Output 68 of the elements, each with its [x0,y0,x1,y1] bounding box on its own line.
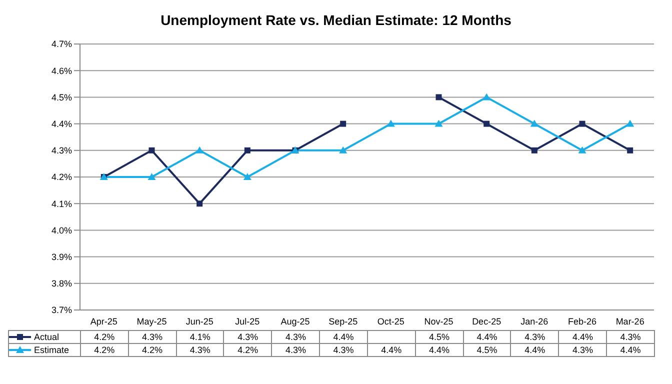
data-label: 4.4% [510,344,559,356]
data-label: 4.1% [176,330,224,344]
point [436,94,442,100]
point [243,173,252,180]
data-label: 4.3% [606,330,654,344]
data-label: 4.4% [367,344,416,356]
y-tick-label: 3.8% [51,278,72,289]
legend-label: Actual [33,332,60,342]
point [627,147,634,154]
data-label: 4.3% [510,330,559,344]
point [530,120,538,127]
point [148,147,155,154]
point [484,120,490,127]
point [386,120,395,127]
y-tick-label: 4.1% [51,198,72,209]
point [148,173,156,180]
x-tick-label: Aug-25 [280,316,310,326]
point [340,120,346,127]
x-tick-label: May-25 [136,316,167,326]
chart-title: Unemployment Rate vs. Median Estimate: 12 Months [160,11,512,30]
x-tick-label: Jul-25 [235,316,260,326]
y-tick-label: 3.9% [51,252,72,262]
y-tick-label: 4.5% [51,92,72,102]
x-tick-label: Jan-26 [520,316,548,326]
data-label: 4.2% [80,344,128,356]
x-tick-label: Dec-25 [472,316,502,326]
data-label: 4.4% [606,344,654,356]
y-tick-label: 4.4% [51,118,72,129]
data-label: 4.4% [558,330,607,344]
data-label: 4.3% [272,330,320,344]
data-label: 4.5% [415,330,464,344]
point [578,146,586,154]
y-tick-label: 4.7% [51,39,72,50]
data-label: 4.4% [415,344,464,356]
data-label: 4.3% [272,344,320,356]
data-label: 4.4% [463,330,511,344]
data-label: 4.3% [176,344,224,356]
y-tick-label: 4.3% [51,146,72,156]
point [626,120,634,127]
x-tick-label: Sep-25 [328,316,358,326]
data-label: 4.2% [224,344,272,356]
x-tick-label: Mar-26 [616,316,644,326]
data-label: 4.3% [320,344,368,356]
data-label: 4.2% [80,330,128,344]
point [579,120,586,127]
point [196,146,204,154]
y-tick-label: 4.6% [51,66,72,76]
data-label: 4.5% [463,344,511,356]
legend-label: Estimate [33,344,70,354]
data-label: 4.2% [128,344,176,356]
data-label: 4.4% [320,330,368,344]
point [482,93,491,100]
x-tick-label: Apr-25 [90,316,118,326]
data-label: 4.3% [224,330,272,344]
point [531,147,538,154]
data-label: 4.3% [128,330,176,344]
point [339,146,348,154]
y-tick-label: 3.7% [51,305,72,316]
x-tick-label: Jun-25 [186,316,214,326]
x-tick-label: Feb-26 [568,316,597,326]
y-tick-label: 4.2% [51,172,72,182]
point [196,200,203,207]
x-tick-label: Oct-25 [377,316,404,326]
x-tick-label: Nov-25 [424,316,454,326]
point [434,120,443,127]
y-tick-label: 4.0% [51,225,72,236]
data-label: 4.3% [558,344,607,356]
point [244,147,250,154]
